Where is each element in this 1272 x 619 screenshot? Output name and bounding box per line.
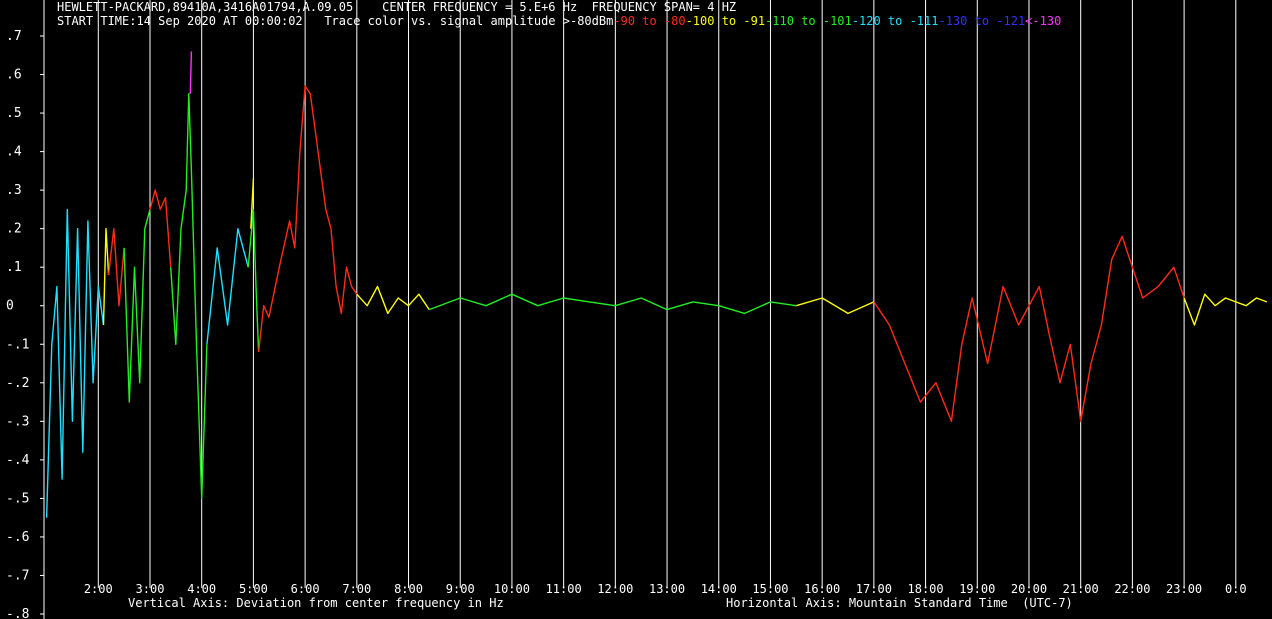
legend-entry: >-80dBm [562, 14, 614, 28]
trace-segment [873, 235, 1185, 422]
trace-segment [257, 85, 358, 353]
trace-color-label: Trace color vs. signal amplitude [324, 14, 556, 28]
x-tick-label: 19:00 [959, 582, 995, 596]
legend-entry: -130 to -121 [938, 14, 1026, 28]
trace-segment [1183, 293, 1268, 326]
x-tick-label: 17:00 [856, 582, 892, 596]
x-axis-ticks: 2:00 3:00 4:00 5:00 6:00 7:00 8:00 9:00 10:00 11:… [84, 582, 1247, 596]
legend-entry: -90 to -80 [613, 14, 686, 28]
trace-segment [149, 189, 172, 268]
x-tick-label: 3:00 [136, 582, 165, 596]
legend-entry: -120 to -111 [851, 14, 939, 28]
legend-entry: -100 to -91 [685, 14, 766, 28]
trace-segment [123, 209, 151, 403]
y-tick-label: .1 [6, 260, 22, 275]
center-frequency: CENTER FREQUENCY = 5.E+6 Hz [382, 0, 578, 14]
x-tick-label: 22:00 [1114, 582, 1150, 596]
trace-segment [45, 208, 105, 518]
y-axis-title: Vertical Axis: Deviation from center fre… [128, 596, 504, 610]
y-tick-label: -.5 [6, 491, 29, 506]
legend-entry: -110 to -101 [765, 14, 852, 28]
y-tick-label: 0 [6, 299, 14, 314]
chart-traces [45, 51, 1268, 518]
x-axis-title: Horizontal Axis: Mountain Standard Time … [726, 596, 1073, 610]
y-tick-label: -.2 [6, 376, 29, 391]
x-tick-label: 9:00 [446, 582, 475, 596]
trace-segment [428, 293, 797, 315]
y-tick-label: -.4 [6, 453, 30, 468]
trace-segment [107, 227, 125, 307]
trace-segment [170, 93, 208, 500]
x-tick-label: 21:00 [1063, 582, 1099, 596]
y-tick-label: .3 [6, 183, 22, 198]
y-tick-label: -.7 [6, 568, 29, 583]
y-tick-label: -.8 [6, 607, 29, 619]
x-tick-label: 6:00 [291, 582, 320, 596]
x-tick-label: 18:00 [908, 582, 944, 596]
x-tick-label: 14:00 [701, 582, 737, 596]
x-tick-label: 20:00 [1011, 582, 1047, 596]
x-tick-label: 2:00 [84, 582, 113, 596]
header-line-1: HEWLETT-PACKARD,89410A,3416A01794,A.09.0… [57, 1, 736, 14]
header-line-2: START TIME:14 Sep 2020 AT 00:00:02 Trace… [57, 15, 1061, 28]
x-tick-label: 4:00 [187, 582, 216, 596]
legend-entry: <-130 [1025, 14, 1062, 28]
instrument-id: HEWLETT-PACKARD,89410A,3416A01794,A.09.0… [57, 0, 354, 14]
trace-segment [102, 227, 110, 326]
x-tick-label: 10:00 [494, 582, 530, 596]
y-tick-label: -.3 [6, 414, 29, 429]
x-tick-label: 12:00 [597, 582, 633, 596]
chart-grid [97, 0, 1237, 588]
y-tick-label: .2 [6, 222, 22, 237]
x-tick-label: 16:00 [804, 582, 840, 596]
trace-segment [247, 208, 260, 353]
y-tick-label: .4 [6, 145, 22, 160]
trace-segment [796, 297, 875, 315]
y-axis-ticks: .7 .6 .5 .4 .3 .2 .1 0 -.1 -.2 -.3 -.4 -.5 -.6 -.7 -.8 [6, 29, 44, 619]
x-tick-label: 7:00 [342, 582, 371, 596]
x-tick-label: 15:00 [752, 582, 788, 596]
x-tick-label: 0:0 [1225, 582, 1247, 596]
trace-segment [189, 51, 193, 94]
y-tick-label: -.6 [6, 530, 29, 545]
x-tick-label: 23:00 [1166, 582, 1202, 596]
y-tick-label: -.1 [6, 337, 29, 352]
y-tick-label: .7 [6, 29, 22, 44]
trace-segment [250, 178, 255, 229]
y-tick-label: .6 [6, 68, 22, 83]
color-legend: >-80dBm-90 to -80-100 to -91-110 to -101… [563, 14, 1062, 28]
x-tick-label: 11:00 [546, 582, 582, 596]
trace-segment [356, 285, 430, 315]
trace-segment [206, 227, 249, 345]
x-tick-label: 13:00 [649, 582, 685, 596]
x-tick-label: 5:00 [239, 582, 268, 596]
y-tick-label: .5 [6, 106, 22, 121]
x-tick-label: 8:00 [394, 582, 423, 596]
start-time: START TIME:14 Sep 2020 AT 00:00:02 [57, 14, 303, 28]
frequency-span: FREQUENCY SPAN= 4 HZ [591, 0, 737, 14]
